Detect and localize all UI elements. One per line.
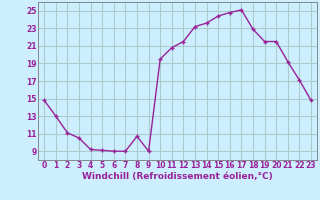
X-axis label: Windchill (Refroidissement éolien,°C): Windchill (Refroidissement éolien,°C) <box>82 172 273 181</box>
